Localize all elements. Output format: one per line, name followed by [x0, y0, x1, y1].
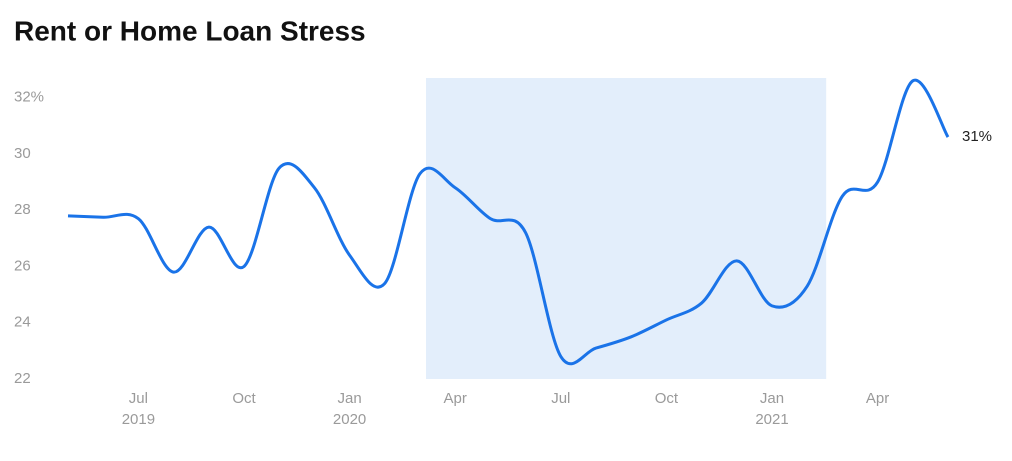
- x-tick-label: Jan: [338, 390, 362, 407]
- y-tick-label: 28: [14, 201, 31, 218]
- y-tick-label: 30: [14, 145, 31, 162]
- x-tick-year: 2020: [333, 411, 366, 428]
- x-tick-label: Jul: [129, 390, 148, 407]
- x-tick-year: 2019: [122, 411, 155, 428]
- y-tick-label: 26: [14, 257, 31, 274]
- y-tick-label: 32%: [14, 89, 44, 106]
- x-tick-label: Oct: [232, 390, 256, 407]
- y-tick-label: 22: [14, 370, 31, 387]
- highlight-band: [426, 78, 827, 379]
- x-tick-label: Apr: [444, 390, 467, 407]
- x-tick-label: Oct: [655, 390, 679, 407]
- chart-title: Rent or Home Loan Stress: [14, 15, 366, 46]
- end-label: 31%: [962, 128, 992, 145]
- y-tick-label: 24: [14, 314, 31, 331]
- x-tick-label: Apr: [866, 390, 889, 407]
- x-tick-label: Jan: [760, 390, 784, 407]
- x-tick-label: Jul: [551, 390, 570, 407]
- x-tick-year: 2021: [755, 411, 788, 428]
- line: [67, 78, 950, 366]
